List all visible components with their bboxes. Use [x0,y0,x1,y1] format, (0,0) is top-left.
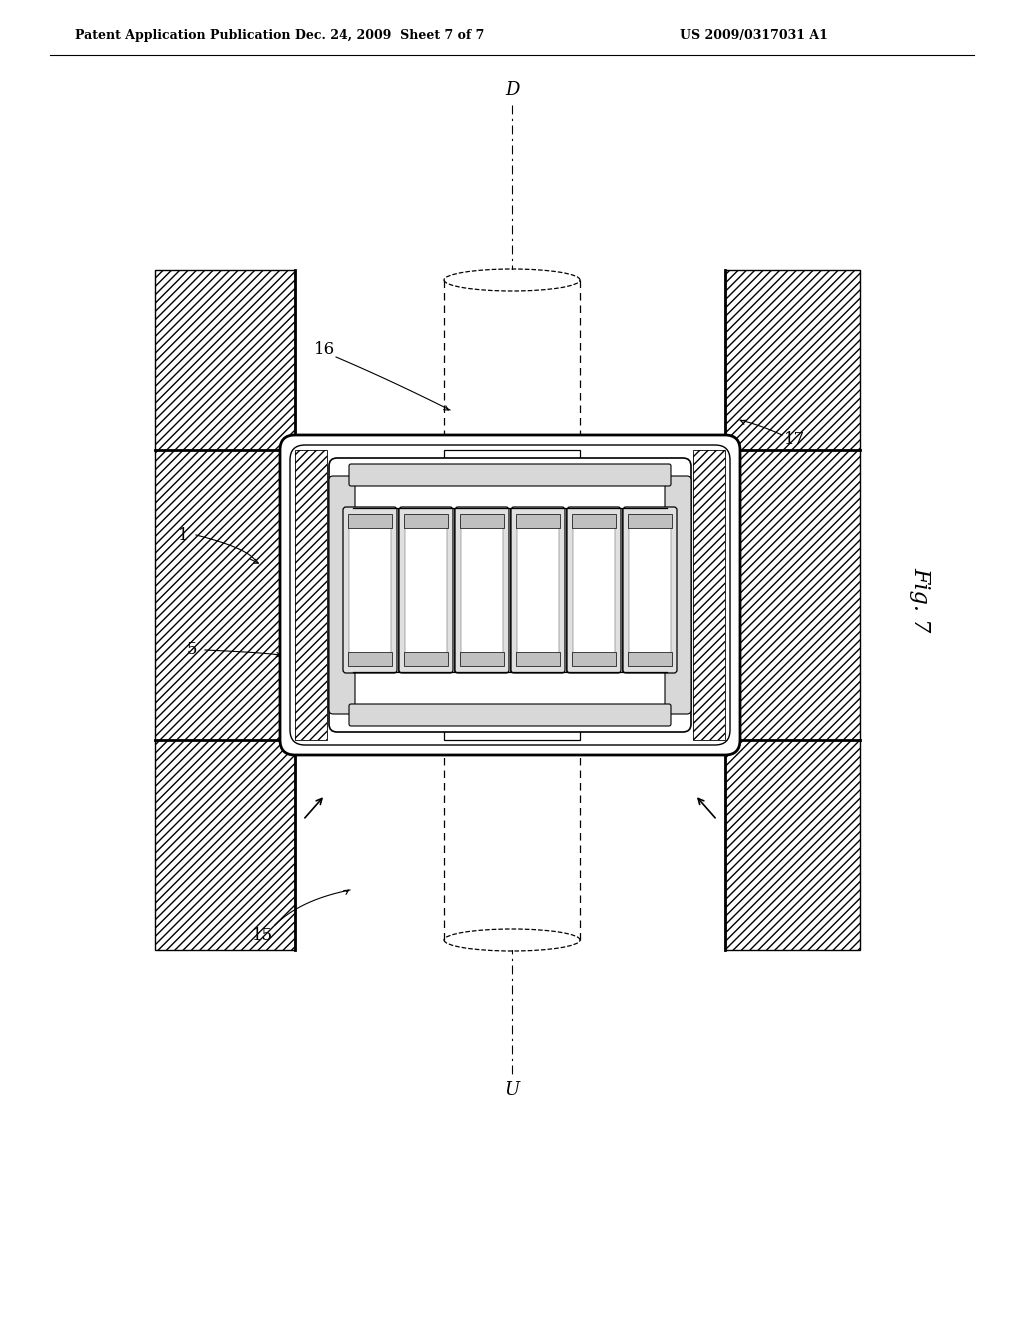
FancyBboxPatch shape [511,507,565,673]
FancyBboxPatch shape [567,507,621,673]
FancyBboxPatch shape [406,520,447,660]
FancyBboxPatch shape [343,507,397,673]
FancyBboxPatch shape [349,704,671,726]
Bar [295,450,327,741]
Text: 17: 17 [784,432,806,449]
FancyBboxPatch shape [290,445,730,744]
Bar [444,450,580,475]
FancyBboxPatch shape [329,458,691,733]
FancyBboxPatch shape [665,477,691,714]
Bar [295,450,327,741]
Text: 15: 15 [252,927,272,944]
Bar [628,652,672,667]
Bar [693,450,725,741]
Bar [348,652,392,667]
FancyBboxPatch shape [349,520,391,660]
Bar [460,652,504,667]
FancyBboxPatch shape [346,479,674,711]
Text: Fig. 7: Fig. 7 [909,568,931,632]
Text: 1: 1 [178,527,188,544]
FancyBboxPatch shape [461,520,503,660]
FancyBboxPatch shape [399,507,453,673]
FancyBboxPatch shape [629,520,671,660]
FancyBboxPatch shape [349,465,671,486]
Bar [444,715,580,741]
Bar [628,513,672,528]
Text: Dec. 24, 2009  Sheet 7 of 7: Dec. 24, 2009 Sheet 7 of 7 [295,29,484,41]
Bar [404,652,449,667]
FancyBboxPatch shape [455,507,509,673]
Bar [348,513,392,528]
Text: D: D [505,81,519,99]
FancyBboxPatch shape [623,507,677,673]
FancyBboxPatch shape [329,477,355,714]
Bar [460,513,504,528]
Bar [693,450,725,741]
FancyBboxPatch shape [517,520,559,660]
Bar [516,513,560,528]
Text: Patent Application Publication: Patent Application Publication [75,29,291,41]
Bar [516,652,560,667]
Bar [572,513,616,528]
Text: 5: 5 [186,642,198,659]
FancyBboxPatch shape [280,436,740,755]
Bar [444,741,580,950]
Bar [404,513,449,528]
Bar [155,271,295,950]
Text: U: U [505,1081,519,1100]
Bar [725,271,860,950]
FancyBboxPatch shape [573,520,615,660]
Text: US 2009/0317031 A1: US 2009/0317031 A1 [680,29,827,41]
Bar [444,271,580,450]
Text: 16: 16 [314,342,336,359]
Bar [572,652,616,667]
